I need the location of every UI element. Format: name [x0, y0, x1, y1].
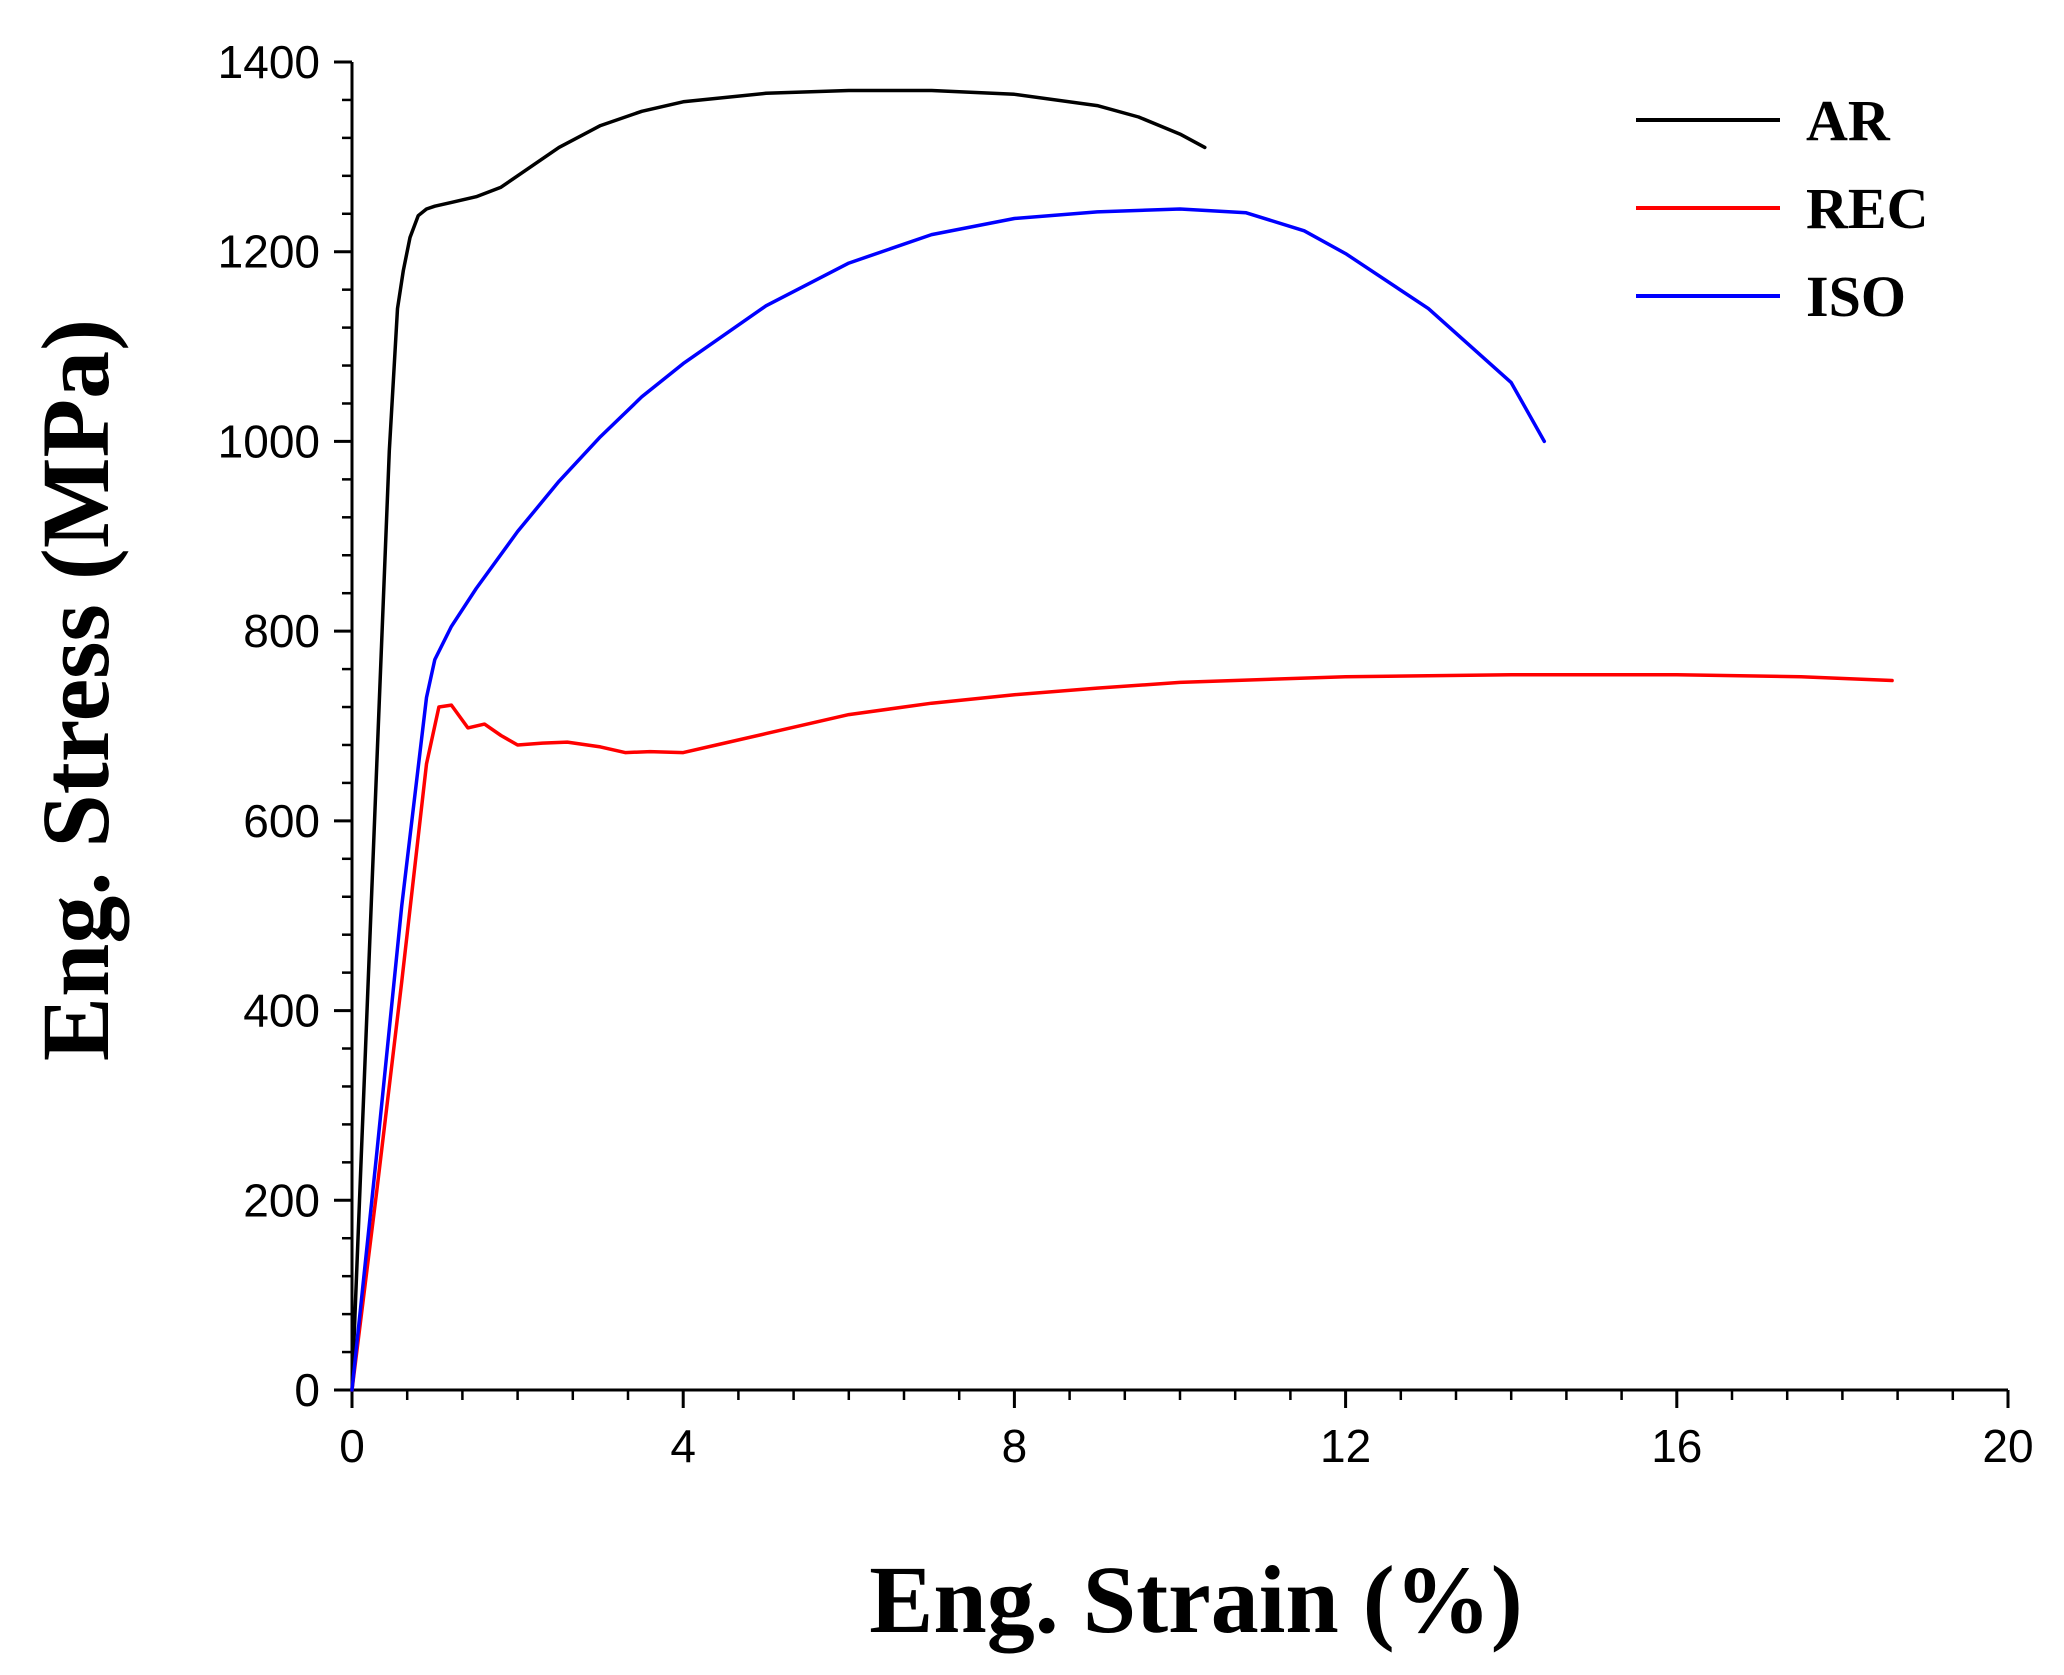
y-tick-label: 1400	[218, 36, 320, 88]
legend-label-iso: ISO	[1806, 264, 1906, 329]
series-layer	[350, 88, 1894, 1392]
x-axis-title: Eng. Strain (%)	[869, 1546, 1522, 1653]
series-line-ar	[350, 88, 1207, 1392]
x-tick-label: 16	[1651, 1420, 1702, 1472]
series-line-rec	[350, 673, 1894, 1392]
series-line-iso	[350, 207, 1547, 1392]
x-tick-label: 0	[339, 1420, 365, 1472]
y-tick-label: 600	[243, 795, 320, 847]
legend-label-rec: REC	[1806, 176, 1928, 241]
y-tick-label: 800	[243, 605, 320, 657]
legend: AR REC ISO	[1636, 88, 1928, 329]
y-axis-title: Eng. Stress (MPa)	[22, 319, 129, 1061]
x-tick-label: 4	[670, 1420, 696, 1472]
y-tick-label: 0	[294, 1364, 320, 1416]
x-tick-label: 20	[1982, 1420, 2033, 1472]
y-tick-label: 1200	[218, 226, 320, 278]
x-tick-label: 12	[1320, 1420, 1371, 1472]
y-tick-label: 200	[243, 1174, 320, 1226]
x-tick-label: 8	[1002, 1420, 1028, 1472]
y-tick-label: 400	[243, 985, 320, 1037]
legend-label-ar: AR	[1806, 88, 1891, 153]
y-tick-label: 1000	[218, 415, 320, 467]
